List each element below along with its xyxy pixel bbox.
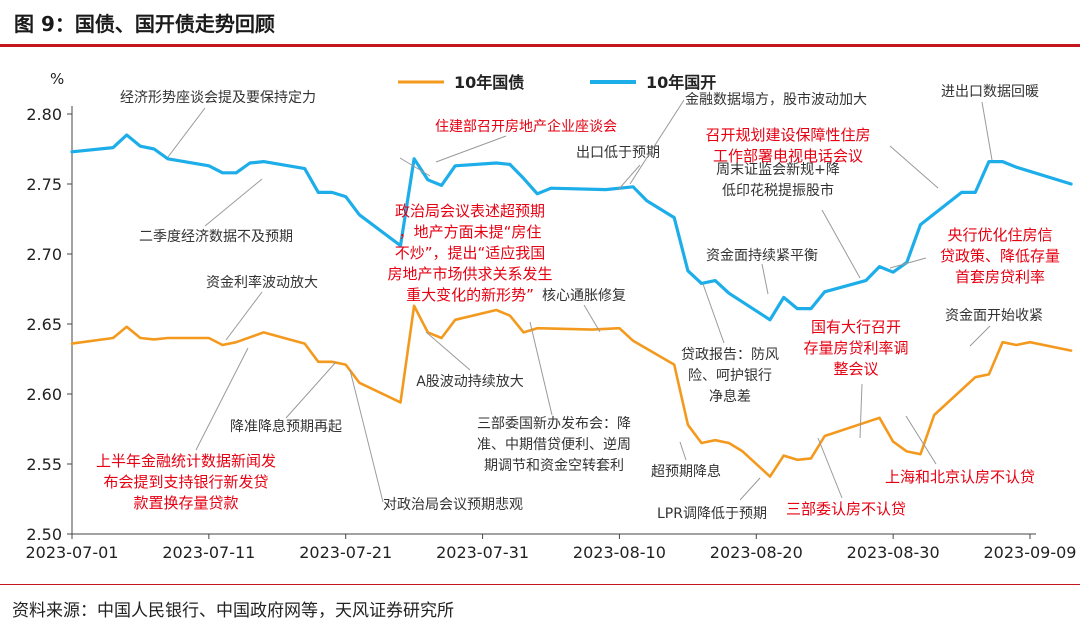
x-tick-label: 2023-08-20 [710, 543, 803, 562]
annotation-text: 国有大行召开存量房贷利率调整会议 [803, 318, 908, 378]
annotation-leader [195, 347, 249, 451]
annotation-text: 进出口数据回暖 [941, 84, 1039, 100]
x-tick-label: 2023-08-10 [573, 543, 666, 562]
annotation-text: 资金面持续紧平衡 [706, 247, 818, 264]
y-tick-label: 2.50 [26, 525, 62, 544]
x-tick-label: 2023-07-11 [162, 543, 255, 562]
annotation-text: LPR调降低于预期 [657, 506, 767, 522]
annotation-text: 二季度经济数据不及预期 [139, 229, 293, 245]
series-line [70, 133, 1073, 322]
annotation-text: 资金面开始收紧 [945, 308, 1043, 324]
annotation-text: 经济形势座谈会提及要保持定力 [120, 90, 316, 106]
chart-legend: 10年国债 10年国开 [398, 73, 716, 92]
annotation-leader [529, 321, 553, 416]
annotation-text: 贷政报告：防风险、呵护银行净息差 [681, 347, 779, 405]
x-tick-label: 2023-08-30 [847, 543, 940, 562]
annotation-leader [859, 383, 863, 439]
source-divider [0, 584, 1080, 585]
annotation-text: 上海和北京认房不认贷 [885, 468, 1035, 486]
title-divider [0, 44, 1080, 47]
annotation-leader [204, 178, 263, 227]
annotation-leader [821, 209, 861, 279]
annotation-leader [679, 441, 687, 461]
annotation-leader [905, 415, 937, 465]
annotation-leader [285, 361, 337, 419]
annotation-text: 三部委认房不认贷 [786, 500, 906, 518]
y-tick-label: 2.80 [26, 105, 62, 124]
annotation-text: 三部委国新办发布会：降准、中期借贷便利、逆周期调节和资金空转套利 [477, 416, 631, 474]
annotation-leader [761, 263, 769, 295]
annotation-leader [167, 107, 206, 158]
annotation-leader [817, 437, 843, 499]
annotation-text: 政治局会议表述超预期，地产方面未提“房住不炒”，提出“适应我国房地产市场供求关系… [387, 202, 552, 304]
x-tick-label: 2023-09-09 [984, 543, 1077, 562]
annotation-text: 超预期降息 [651, 463, 721, 480]
y-tick-label: 2.75 [26, 175, 62, 194]
annotation-text: 对政治局会议预期悲观 [383, 496, 523, 513]
annotation-leader [425, 331, 471, 371]
annotation-text: A股波动持续放大 [416, 373, 524, 390]
x-tick-label: 2023-07-31 [436, 543, 529, 562]
annotation-leader [889, 145, 939, 189]
annotation-leader [617, 164, 641, 191]
y-unit-label: % [50, 70, 64, 88]
annotation-leader [349, 369, 384, 503]
annotation-leader [969, 325, 991, 347]
annotation-leader [739, 477, 761, 501]
annotation-leader [435, 135, 507, 163]
annotation-text: 住建部召开房地产企业座谈会 [435, 118, 617, 135]
annotation-text: 央行优化住房信贷政策、降低存量首套房贷利率 [940, 226, 1060, 286]
chart-annotations: 经济形势座谈会提及要保持定力二季度经济数据不及预期资金利率波动放大降准降息预期再… [96, 84, 1060, 522]
annotation-text: 降准降息预期再起 [230, 418, 342, 435]
y-tick-label: 2.70 [26, 245, 62, 264]
x-tick-label: 2023-07-21 [299, 543, 392, 562]
x-tick-label: 2023-07-01 [26, 543, 119, 562]
source-note: 资料来源：中国人民银行、中国政府网等，天风证券研究所 [12, 601, 454, 621]
legend-label: 10年国开 [646, 73, 716, 92]
chart-axes: 2.50 2.55 2.60 2.65 2.70 2.75 2.80% 2023-07-01 2… [26, 70, 1077, 562]
annotation-text: 核心通胀修复 [542, 287, 626, 304]
series-line [70, 304, 1073, 478]
y-tick-label: 2.65 [26, 315, 62, 334]
annotation-text: 上半年金融统计数据新闻发布会提到支持银行新发贷款置换存量贷款 [96, 452, 276, 512]
legend-label: 10年国债 [454, 73, 524, 92]
annotation-leader [583, 304, 601, 333]
y-tick-label: 2.60 [26, 385, 62, 404]
annotation-leader [399, 157, 431, 177]
annotation-leader [225, 291, 263, 341]
annotation-leader [702, 283, 725, 344]
annotation-leader [629, 99, 685, 185]
annotation-leader [981, 101, 993, 161]
chart-lines [70, 133, 1073, 478]
annotation-text: 召开规划建设保障性住房工作部署电视电话会议 [705, 126, 870, 165]
annotation-text: 出口低于预期 [576, 145, 660, 161]
annotation-text: 周末证监会新规+降低印花税提振股市 [716, 162, 840, 199]
figure-title: 图 9：国债、国开债走势回顾 [14, 12, 275, 36]
annotation-leader [889, 257, 927, 269]
y-tick-label: 2.55 [26, 455, 62, 474]
annotation-text: 金融数据塌方，股市波动加大 [685, 91, 867, 108]
yield-chart: 2.50 2.55 2.60 2.65 2.70 2.75 2.80% 2023-07-01 2… [26, 70, 1077, 562]
annotation-text: 资金利率波动放大 [206, 274, 318, 291]
